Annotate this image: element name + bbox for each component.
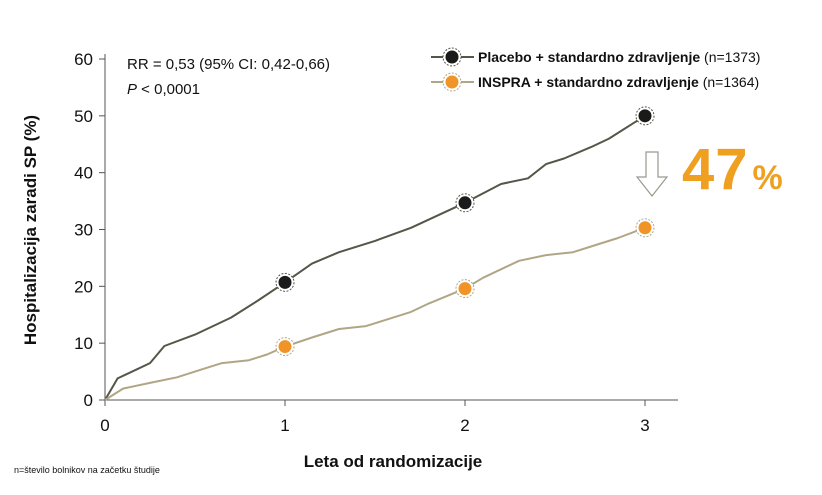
inspra-marker — [638, 221, 652, 235]
y-tick-label: 40 — [74, 164, 93, 183]
y-tick-label: 30 — [74, 221, 93, 240]
x-tick-label: 1 — [280, 416, 289, 435]
placebo-marker — [278, 275, 292, 289]
x-axis-label: Leta od randomizacije — [304, 452, 483, 471]
rr-statistic: RR = 0,53 (95% CI: 0,42-0,66) — [127, 56, 331, 73]
legend-item-placebo: Placebo + standardno zdravljenje (n=1373… — [478, 49, 760, 65]
y-tick-label: 20 — [74, 277, 93, 296]
y-tick-label: 0 — [84, 391, 93, 410]
reduction-unit: % — [752, 159, 783, 197]
reduction-value: 47 — [682, 137, 749, 202]
legend-note: (n=1364) — [698, 74, 760, 90]
y-tick-label: 10 — [74, 334, 93, 353]
x-tick-label: 3 — [640, 416, 649, 435]
placebo-marker — [638, 109, 652, 123]
inspra-line — [104, 226, 646, 401]
p-value: P < 0,0001 — [127, 81, 200, 98]
x-tick-label: 2 — [460, 416, 469, 435]
legend-marker-placebo — [445, 50, 459, 64]
y-axis-label: Hospitalizacija zaradi SP (%) — [21, 115, 40, 345]
footnote: n=število bolnikov na začetku študije — [14, 465, 160, 475]
reduction-callout: 47% — [682, 136, 783, 203]
series-lines — [104, 114, 646, 401]
inspra-marker — [278, 340, 292, 354]
inspra-marker — [458, 282, 472, 296]
p-value-text: < 0,0001 — [137, 81, 200, 98]
series-markers — [275, 47, 655, 357]
y-tick-label: 50 — [74, 107, 93, 126]
p-symbol: P — [127, 81, 138, 98]
x-tick-label: 0 — [100, 416, 109, 435]
legend-label: Placebo + standardno zdravljenje — [478, 49, 701, 65]
placebo-marker — [458, 196, 472, 210]
legend-note: (n=1373) — [700, 49, 761, 65]
y-tick-label: 60 — [74, 50, 93, 69]
axes: 0 10 20 30 40 50 60 0 1 2 3 — [74, 50, 678, 435]
down-arrow-icon — [635, 151, 669, 197]
placebo-line — [104, 114, 646, 401]
legend-label: INSPRA + standardno zdravljenje — [478, 74, 699, 90]
legend-item-inspra: INSPRA + standardno zdravljenje (n=1364) — [478, 74, 759, 90]
legend-marker-inspra — [445, 75, 459, 89]
